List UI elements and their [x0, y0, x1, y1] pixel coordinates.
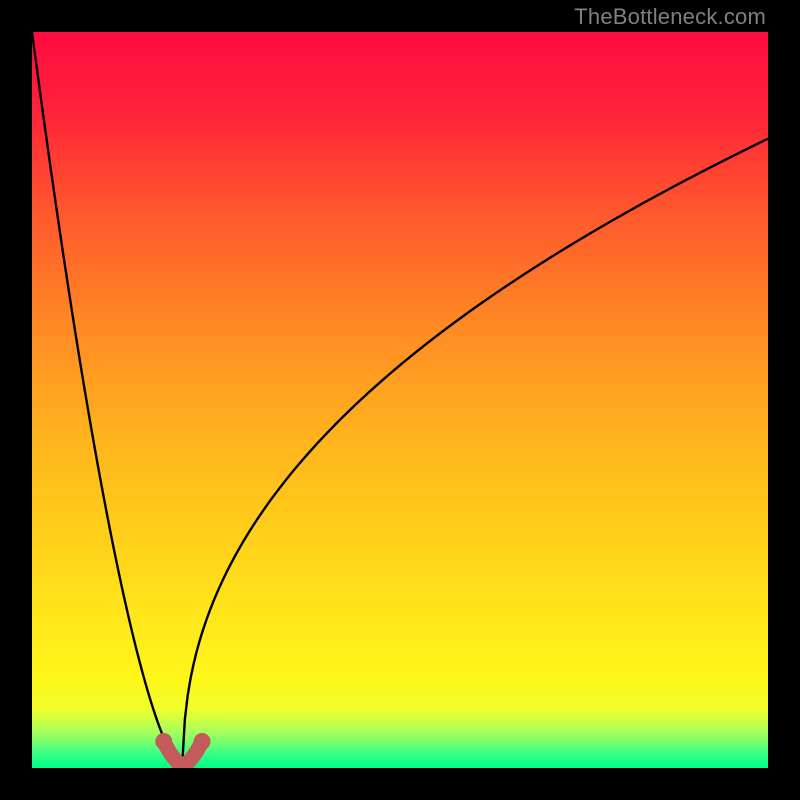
watermark-text: TheBottleneck.com: [574, 4, 766, 30]
chart-root: TheBottleneck.com: [0, 0, 800, 800]
bottleneck-curve: [32, 32, 768, 768]
